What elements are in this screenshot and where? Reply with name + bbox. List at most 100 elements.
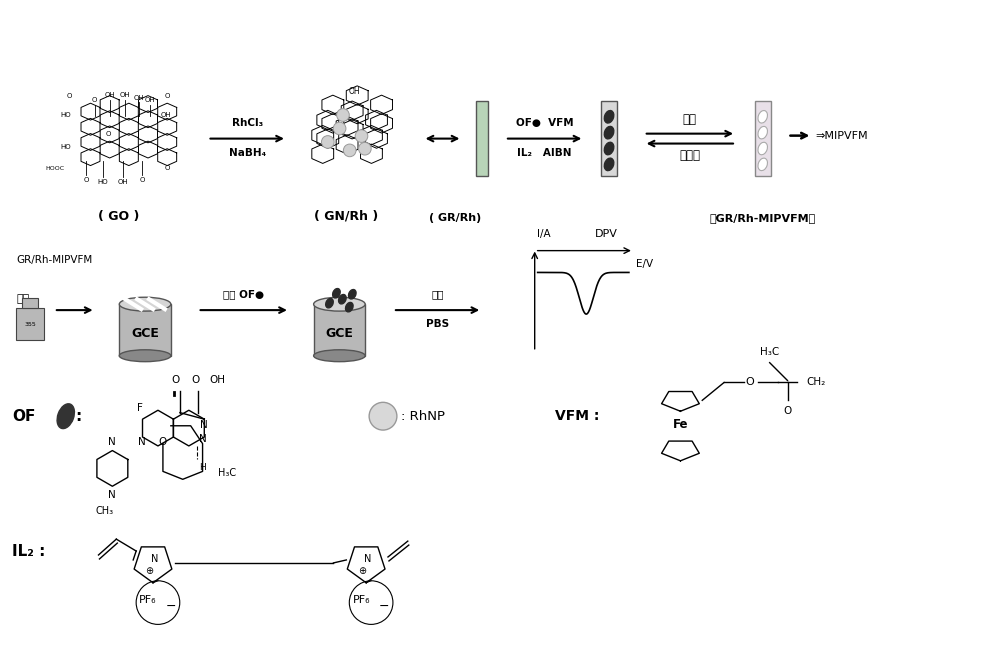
Text: : RhNP: : RhNP [401,410,445,422]
Circle shape [359,142,371,155]
Ellipse shape [758,142,767,155]
Text: IL₂   AIBN: IL₂ AIBN [517,148,572,157]
Text: HO: HO [98,179,108,185]
Text: O: O [84,177,89,182]
Ellipse shape [604,126,614,139]
Ellipse shape [604,111,614,123]
Text: −: − [166,600,176,613]
Bar [601,101,617,176]
Text: O: O [92,97,97,104]
Text: I/A: I/A [537,229,550,239]
Text: 去除: 去除 [683,113,697,126]
Text: GCE: GCE [131,327,159,340]
Text: OF●  VFM: OF● VFM [516,118,573,127]
Text: O: O [192,375,200,385]
Circle shape [343,144,356,157]
Text: RhCl₃: RhCl₃ [232,118,263,127]
Text: N: N [151,554,159,564]
Text: N: N [108,437,116,446]
Circle shape [369,402,397,430]
Text: PBS: PBS [426,319,449,329]
Text: OH: OH [349,87,361,96]
Text: OH: OH [210,375,226,385]
Ellipse shape [758,158,767,171]
Bar [119,304,171,356]
Text: ( GR/Rh): ( GR/Rh) [429,213,482,223]
Text: GR/Rh-MIPVFM: GR/Rh-MIPVFM [16,254,92,265]
Text: OH: OH [117,179,128,185]
Text: IL₂ :: IL₂ : [12,543,46,558]
Text: F: F [137,402,143,413]
Text: O: O [783,406,792,416]
Text: N: N [200,420,207,430]
Text: H₃C: H₃C [760,347,779,356]
Ellipse shape [604,142,614,155]
Ellipse shape [119,297,171,311]
Text: N: N [199,433,206,444]
Text: O: O [139,177,145,182]
Text: OH: OH [160,112,171,118]
Text: O: O [159,437,167,446]
Ellipse shape [339,294,346,304]
Text: VFM :: VFM : [555,409,599,423]
Ellipse shape [349,289,356,299]
Text: OH: OH [134,94,145,101]
Text: O: O [745,377,754,388]
Circle shape [333,122,346,135]
Bar [314,304,365,356]
Text: O: O [106,131,111,137]
Text: GCE: GCE [325,327,353,340]
Text: CH₃: CH₃ [95,506,113,516]
Ellipse shape [604,158,614,171]
Text: O: O [172,375,180,385]
Circle shape [321,136,334,148]
Text: OH: OH [120,92,130,98]
Text: N: N [364,554,372,564]
Bar [755,101,771,176]
Text: PF₆: PF₆ [139,595,157,604]
Text: HOOC: HOOC [45,166,64,171]
Text: Fe: Fe [673,417,688,431]
Text: E/V: E/V [636,259,653,269]
Text: 再结合: 再结合 [679,149,700,162]
Text: HO: HO [60,112,71,118]
Text: ⊕: ⊕ [358,566,366,576]
Circle shape [355,130,368,142]
Text: ⇒MIPVFM: ⇒MIPVFM [815,131,868,140]
Text: −: − [379,600,389,613]
Ellipse shape [758,126,767,139]
Text: :: : [76,409,82,424]
Ellipse shape [326,298,333,308]
Ellipse shape [57,404,74,428]
Ellipse shape [314,350,365,362]
Text: ⊕: ⊕ [145,566,153,576]
Text: ( GO ): ( GO ) [98,210,139,223]
Text: HO: HO [60,144,71,150]
Ellipse shape [333,289,340,298]
Text: O: O [67,93,72,100]
Text: H: H [199,463,206,472]
Text: O: O [164,165,170,171]
Text: 响应: 响应 [431,289,444,299]
Text: DPV: DPV [595,229,618,239]
Circle shape [337,109,349,122]
Ellipse shape [314,297,365,311]
Bar [22,298,38,308]
Text: H₃C: H₃C [218,468,237,478]
Ellipse shape [758,111,767,123]
Text: （GR/Rh-MIPVFM）: （GR/Rh-MIPVFM） [710,213,816,223]
Text: 355: 355 [24,322,36,327]
Text: 滴涂: 滴涂 [16,294,29,304]
Ellipse shape [346,302,353,312]
Text: OH: OH [145,97,156,104]
Text: O: O [164,93,170,100]
Text: N: N [138,437,146,446]
Text: PF₆: PF₆ [352,595,370,604]
Bar [476,101,488,176]
Text: N: N [108,490,116,500]
Bar [16,308,44,340]
Text: OF: OF [12,409,36,424]
Text: NaBH₄: NaBH₄ [229,148,266,157]
Text: ( GN/Rh ): ( GN/Rh ) [314,210,378,223]
Text: OH: OH [105,92,115,98]
